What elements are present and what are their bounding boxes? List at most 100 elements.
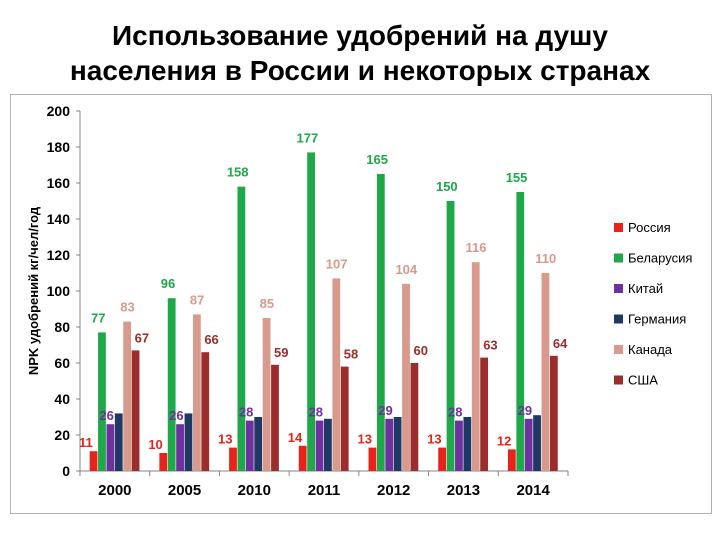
data-label: 165 <box>366 152 388 167</box>
bar-Германия-2011 <box>324 418 332 471</box>
data-label: 77 <box>91 310 105 325</box>
y-tick-label: 0 <box>62 463 70 479</box>
data-label: 63 <box>483 338 497 353</box>
bar-США-2005 <box>201 352 210 471</box>
data-label: 87 <box>190 292 204 307</box>
data-label: 64 <box>553 336 568 351</box>
legend-swatch <box>614 284 623 293</box>
legend-label: Германия <box>628 312 686 327</box>
x-tick-label: 2013 <box>447 482 480 499</box>
data-label: 83 <box>120 300 134 315</box>
y-tick-label: 20 <box>54 427 70 443</box>
data-label: 67 <box>135 330 149 345</box>
bar-Беларусия-2010 <box>237 186 246 471</box>
legend-label: Китай <box>628 281 663 296</box>
data-label: 60 <box>413 343 427 358</box>
bar-США-2010 <box>271 364 279 471</box>
x-tick-label: 2014 <box>516 482 550 499</box>
data-label: 11 <box>79 435 93 450</box>
page-title: Использование удобрений на душу населени… <box>0 18 720 88</box>
legend-label: Канада <box>628 342 673 357</box>
bar-Канада-2012 <box>402 283 410 471</box>
data-label: 13 <box>357 432 371 447</box>
bar-Китай-2010 <box>245 420 254 471</box>
data-label: 29 <box>378 403 392 418</box>
bar-Россия-2011 <box>298 445 307 471</box>
bar-Беларусия-2014 <box>516 192 525 471</box>
y-tick-label: 100 <box>47 283 71 299</box>
bar-США-2011 <box>340 366 349 471</box>
data-label: 177 <box>297 130 319 145</box>
bar-Беларусия-2000 <box>98 332 106 471</box>
bar-Китай-2013 <box>455 420 463 471</box>
bar-Россия-2013 <box>438 447 447 471</box>
y-axis-title: NPK удобрений кг/чел/год <box>26 206 41 375</box>
y-tick-label: 60 <box>54 355 70 371</box>
x-tick-label: 2012 <box>377 482 410 499</box>
data-label: 29 <box>518 403 532 418</box>
bar-Канада-2000 <box>123 321 132 471</box>
data-label: 13 <box>427 432 441 447</box>
bar-Канада-2010 <box>262 318 271 471</box>
data-label: 107 <box>326 256 348 271</box>
bar-США-2000 <box>131 350 140 471</box>
data-label: 28 <box>448 405 462 420</box>
bar-Беларусия-2011 <box>307 152 315 471</box>
legend-swatch <box>614 345 623 354</box>
bar-Россия-2012 <box>368 447 377 471</box>
bar-Канада-2005 <box>192 314 201 471</box>
y-tick-label: 40 <box>54 391 70 407</box>
data-label: 28 <box>309 405 323 420</box>
bar-Китай-2012 <box>385 418 394 471</box>
bar-США-2014 <box>549 355 558 471</box>
y-tick-label: 180 <box>47 139 71 155</box>
bar-Канада-2011 <box>332 278 341 471</box>
legend-swatch <box>614 375 623 385</box>
y-tick-label: 140 <box>47 211 71 227</box>
y-tick-label: 120 <box>47 247 71 263</box>
legend-swatch <box>614 223 623 232</box>
data-label: 155 <box>506 170 528 185</box>
legend-label: США <box>628 373 658 388</box>
bar-Китай-2011 <box>315 420 324 471</box>
legend-swatch <box>614 314 623 324</box>
bar-Россия-2005 <box>159 453 168 471</box>
bar-США-2012 <box>410 363 419 471</box>
legend-label: Россия <box>628 220 671 235</box>
y-tick-label: 160 <box>47 175 71 191</box>
title-line-2: населения в России и некоторых странах <box>69 55 651 86</box>
x-tick-label: 2011 <box>308 482 341 499</box>
data-label: 14 <box>288 430 303 445</box>
data-label: 158 <box>227 165 249 180</box>
data-label: 150 <box>436 179 458 194</box>
data-label: 104 <box>395 262 417 277</box>
data-label: 110 <box>535 251 556 266</box>
bar-Германия-2012 <box>393 417 402 471</box>
bar-Канада-2014 <box>541 273 550 471</box>
x-tick-label: 2010 <box>238 482 271 499</box>
data-label: 116 <box>466 240 487 255</box>
data-label: 96 <box>161 276 175 291</box>
bar-Германия-2014 <box>533 415 541 471</box>
data-label: 66 <box>204 332 218 347</box>
bar-Беларусия-2012 <box>376 174 385 471</box>
data-label: 26 <box>169 408 183 423</box>
bar-Китай-2000 <box>106 424 115 471</box>
bar-США-2013 <box>480 357 489 471</box>
legend-label: Беларусия <box>628 251 692 266</box>
x-tick-label: 2000 <box>98 482 131 499</box>
bar-Китай-2014 <box>524 418 533 471</box>
data-label: 12 <box>497 433 511 448</box>
bar-Канада-2013 <box>471 262 480 471</box>
bar-Германия-2000 <box>114 413 123 471</box>
bar-Россия-2000 <box>89 451 98 471</box>
legend-swatch <box>614 253 623 263</box>
bar-Германия-2005 <box>184 413 193 471</box>
bar-Беларусия-2005 <box>167 298 176 471</box>
x-tick-label: 2005 <box>168 482 201 499</box>
data-label: 26 <box>99 408 113 423</box>
bar-Россия-2014 <box>507 449 516 471</box>
y-tick-label: 80 <box>54 319 70 335</box>
bar-Германия-2013 <box>463 417 472 471</box>
